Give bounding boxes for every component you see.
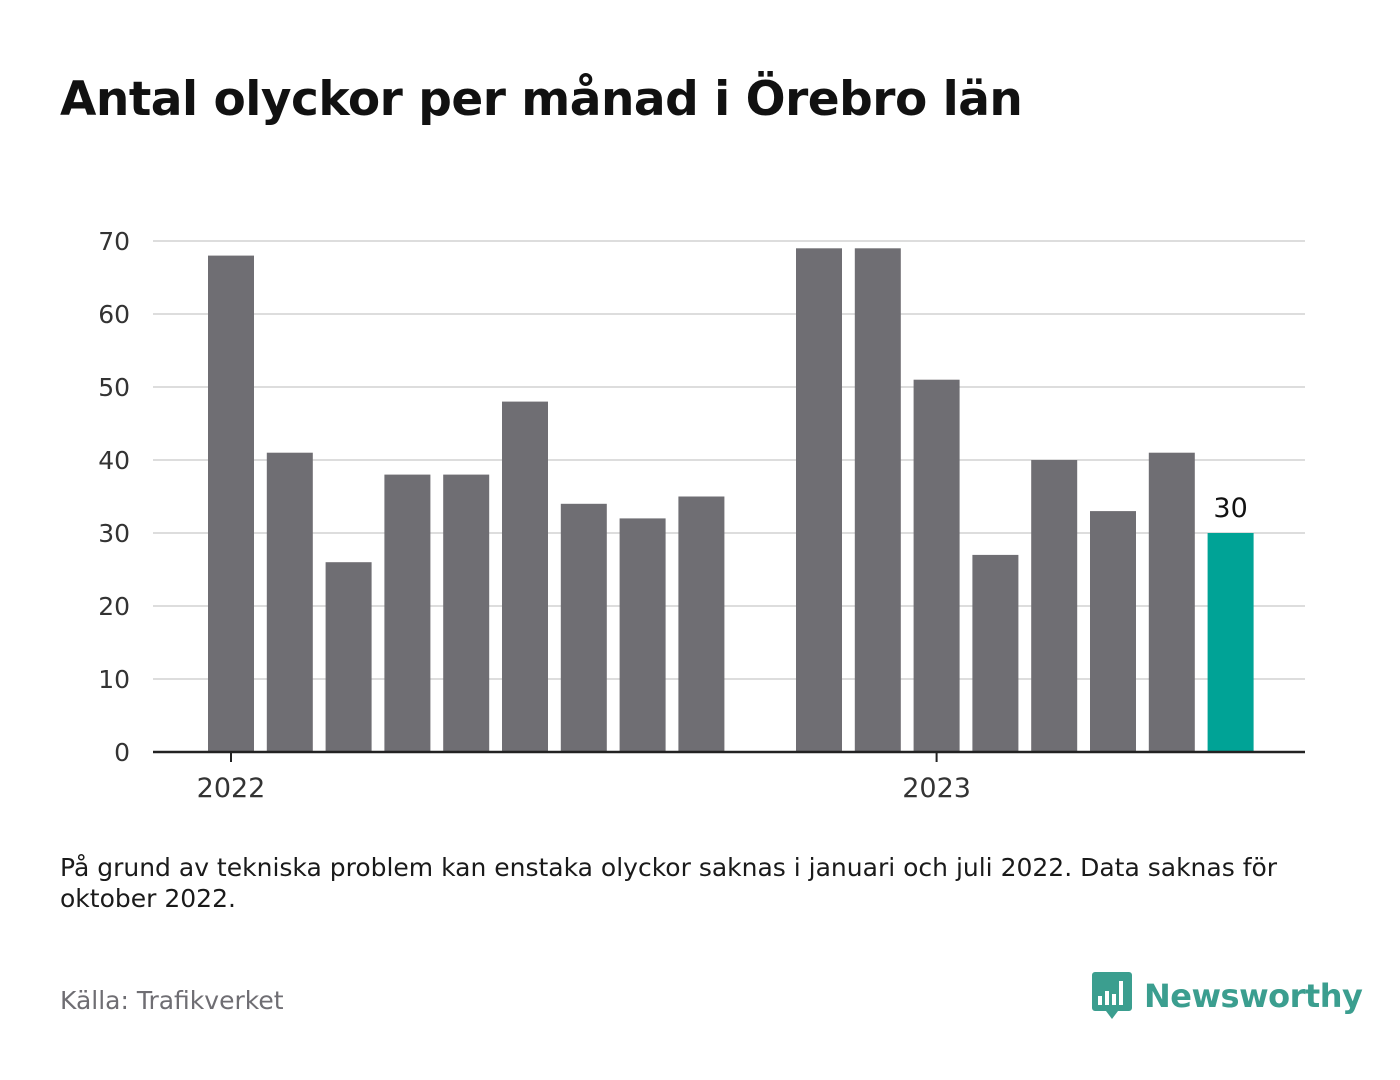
bar [208, 255, 254, 752]
bar [384, 474, 431, 752]
x-tick-label: 2023 [902, 773, 971, 804]
chart-footnote: På grund av tekniska problem kan enstaka… [60, 853, 1278, 913]
y-tick-label: 0 [114, 738, 130, 767]
bar [972, 554, 1019, 752]
bar-chart-speech-bubble-icon [1092, 972, 1132, 1019]
y-tick-label: 40 [98, 446, 130, 475]
y-tick-label: 30 [98, 519, 130, 548]
chart-title: Antal olyckor per månad i Örebro län [60, 72, 1023, 127]
bar [913, 379, 960, 752]
y-tick-label: 10 [98, 665, 130, 694]
data-labels: 30 [1213, 493, 1247, 524]
bar [443, 474, 490, 752]
bar [678, 496, 725, 752]
bar [796, 248, 842, 753]
bar [502, 401, 548, 752]
source-credit: Källa: Trafikverket [60, 986, 284, 1015]
bar [560, 503, 607, 752]
bar-value-label: 30 [1213, 493, 1247, 524]
bar [1148, 452, 1195, 752]
bar [1207, 533, 1254, 752]
bar [1090, 511, 1136, 752]
bar [854, 248, 901, 753]
y-tick-label: 60 [98, 300, 130, 329]
y-tick-label: 20 [98, 592, 130, 621]
bar-chart: 0 10 20 30 40 50 60 70 2022 2023 30 [98, 227, 1305, 804]
bar [1031, 460, 1078, 752]
bars [208, 248, 1254, 753]
bar [266, 452, 313, 752]
x-tick-label: 2022 [197, 773, 266, 804]
brand-name: Newsworthy [1144, 977, 1363, 1015]
y-tick-label: 50 [98, 373, 130, 402]
brand-logo: Newsworthy [1092, 972, 1363, 1020]
x-axis-ticks: 2022 2023 [197, 752, 971, 804]
bar [619, 518, 666, 752]
bar [325, 562, 372, 752]
y-axis-ticks: 0 10 20 30 40 50 60 70 [98, 227, 130, 767]
y-tick-label: 70 [98, 227, 130, 256]
